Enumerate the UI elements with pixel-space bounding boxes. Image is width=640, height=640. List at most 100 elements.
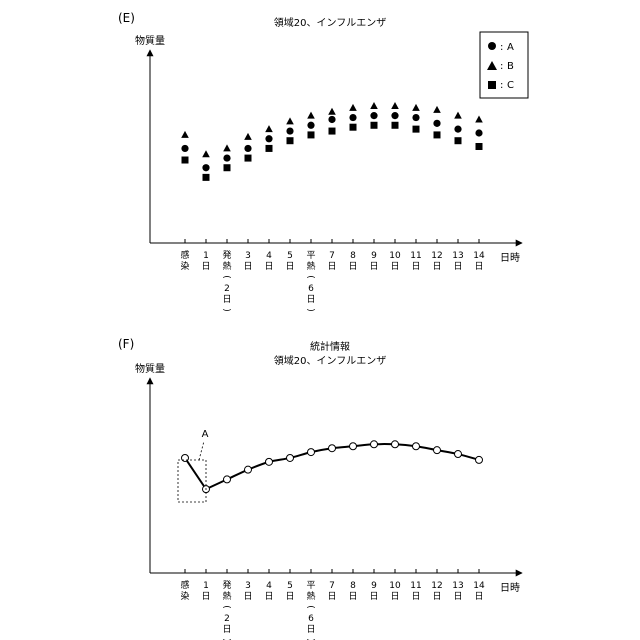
point-c	[203, 174, 210, 181]
x-tick-label-char: 14	[473, 251, 485, 261]
legend-box	[480, 32, 528, 98]
point-b	[433, 106, 441, 113]
point-c	[266, 145, 273, 152]
x-tick-label-char: 日	[348, 591, 357, 602]
x-tick-label-char: 6	[308, 284, 314, 294]
x-tick-label-char: 7	[329, 251, 335, 261]
x-tick-label-char: )	[221, 308, 231, 312]
x-tick-label-char: 11	[410, 581, 421, 591]
x-tick-label-char: 8	[350, 581, 356, 591]
legend-marker-a	[488, 42, 496, 50]
chart-f-points	[182, 441, 483, 493]
panel-f-label: (F)	[118, 337, 134, 351]
x-tick-label-char: 日	[369, 591, 378, 602]
point-c	[329, 128, 336, 135]
x-tick-label: 3日	[243, 581, 252, 602]
line-point	[413, 443, 420, 450]
x-tick-label-char: 日	[222, 624, 231, 635]
x-tick-label-char: 日	[285, 261, 294, 272]
legend-label-c: C	[507, 80, 514, 91]
point-c	[182, 157, 189, 164]
chart-f-subtitle: 領域20、インフルエンザ	[274, 354, 386, 367]
line-point	[476, 456, 483, 463]
line-point	[224, 476, 231, 483]
x-tick-label-char: 日	[201, 591, 210, 602]
line-point	[287, 454, 294, 461]
x-tick-label-char: 9	[371, 581, 377, 591]
point-a	[349, 114, 356, 121]
x-tick-label: 11日	[410, 581, 421, 602]
point-a	[223, 154, 230, 161]
point-c	[455, 137, 462, 144]
chart-f-ylabel: 物質量	[135, 362, 165, 375]
x-tick-label: 14日	[473, 581, 485, 602]
x-tick-label-char: 平	[306, 250, 315, 261]
x-tick-label-char: 日	[369, 261, 378, 272]
line-point	[308, 449, 315, 456]
x-tick-label-char: 日	[390, 261, 399, 272]
point-b	[307, 112, 315, 119]
x-tick-label-char: 日	[222, 294, 231, 305]
x-tick-label-char: 発	[222, 579, 231, 591]
point-a	[454, 126, 461, 133]
x-tick-label: 5日	[285, 581, 294, 602]
chart-f-ticks	[185, 569, 479, 573]
x-tick-label-char: 10	[389, 581, 401, 591]
chart-e-legend: : A : B : C	[480, 32, 528, 98]
x-tick-label-char: 6	[308, 614, 314, 624]
line-point	[245, 466, 252, 473]
x-tick-label: 発熱(2日)	[221, 579, 232, 640]
legend-label-b: B	[507, 61, 514, 72]
x-tick-label-char: 日	[474, 591, 483, 602]
panel-f: (F) 統計情報 領域20、インフルエンザ 物質量 日時 感染1日発熱(2日)3…	[118, 337, 522, 640]
x-tick-label: 1日	[201, 251, 210, 272]
chart-f-title: 統計情報	[310, 340, 350, 353]
x-tick-label-char: 発	[222, 249, 231, 261]
x-tick-label-char: 3	[245, 581, 251, 591]
line-point	[371, 441, 378, 448]
x-tick-label-char: 日	[432, 261, 441, 272]
x-tick-label-char: 熱	[222, 260, 231, 272]
line-point	[182, 454, 189, 461]
x-tick-label-char: 1	[203, 251, 209, 261]
point-b	[475, 115, 483, 122]
chart-e-tick-labels: 感染1日発熱(2日)3日4日5日平熱(6日)7日8日9日10日11日12日13日…	[180, 249, 485, 312]
line-point	[455, 451, 462, 458]
x-tick-label: 10日	[389, 251, 401, 272]
chart-e-xlabel: 日時	[500, 252, 520, 264]
x-tick-label-char: 11	[410, 251, 421, 261]
point-a	[265, 135, 272, 142]
chart-e-points	[181, 102, 483, 181]
x-tick-label: 12日	[431, 251, 442, 272]
x-tick-label: 9日	[369, 251, 378, 272]
point-b	[202, 150, 210, 157]
point-c	[224, 164, 231, 171]
x-tick-label-char: 4	[266, 251, 272, 261]
x-tick-label-char: 熱	[222, 590, 231, 602]
x-tick-label-char: 5	[287, 251, 293, 261]
x-tick-label-char: 日	[285, 591, 294, 602]
legend-sep-b: :	[500, 61, 503, 72]
annotation-leader	[199, 441, 204, 460]
point-b	[244, 133, 252, 140]
legend-sep-c: :	[500, 80, 503, 91]
chart-e-ylabel: 物質量	[135, 34, 165, 47]
x-tick-label: 7日	[327, 251, 336, 272]
x-tick-label: 7日	[327, 581, 336, 602]
x-tick-label: 感染	[180, 249, 189, 272]
x-tick-label-char: 1	[203, 581, 209, 591]
x-tick-label-char: (	[221, 605, 231, 609]
x-tick-label: 13日	[452, 581, 463, 602]
x-tick-label-char: 12	[431, 251, 442, 261]
x-tick-label-char: 3	[245, 251, 251, 261]
x-tick-label-char: 感	[180, 579, 189, 591]
legend-sep-a: :	[500, 42, 503, 53]
chart-e-title: 領域20、インフルエンザ	[274, 16, 386, 29]
point-b	[349, 104, 357, 111]
x-tick-label: 14日	[473, 251, 485, 272]
line-point	[350, 443, 357, 450]
annotation-box	[178, 460, 206, 502]
x-tick-label: 9日	[369, 581, 378, 602]
x-tick-label-char: 日	[306, 294, 315, 305]
x-tick-label-char: 日	[201, 261, 210, 272]
